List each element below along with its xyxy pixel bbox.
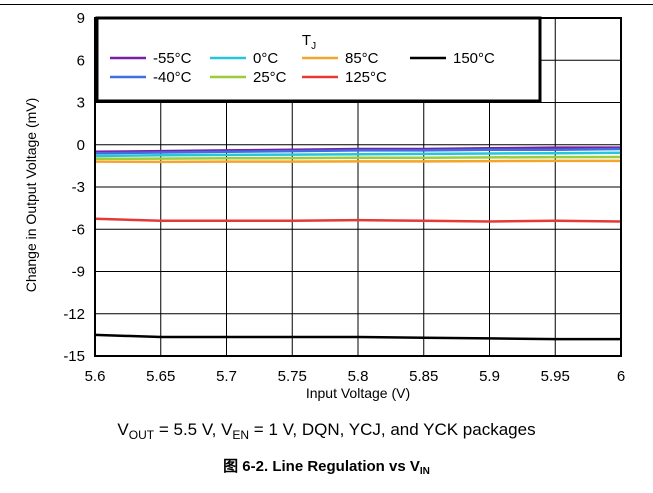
test-conditions: VOUT = 5.5 V, VEN = 1 V, DQN, YCJ, and Y… [0, 419, 653, 441]
caption-sub: IN [419, 466, 430, 477]
legend-label: -55°C [153, 50, 192, 67]
top-rule [0, 4, 653, 5]
y-tick-label: 6 [77, 52, 85, 69]
y-tick-label: 0 [77, 137, 85, 154]
conditions-vout: V [117, 420, 129, 439]
y-tick-label: -9 [72, 264, 85, 281]
conditions-ven-sub: EN [232, 428, 250, 442]
legend-label: 125°C [345, 69, 387, 86]
legend-label: 150°C [453, 50, 495, 67]
x-tick-label: 5.75 [278, 368, 307, 385]
caption-text: 图 6-2. Line Regulation vs V [223, 458, 420, 475]
y-tick-label: 3 [77, 95, 85, 112]
legend-label: 25°C [253, 69, 287, 86]
x-tick-label: 5.7 [216, 368, 237, 385]
x-tick-label: 5.65 [146, 368, 175, 385]
legend-title-sub: J [311, 41, 316, 52]
legend-title-main: T [302, 32, 311, 49]
legend-frame [95, 16, 542, 103]
series-line [94, 147, 622, 155]
conditions-rest: = 1 V, DQN, YCJ, and YCK packages [249, 420, 536, 439]
series-line [94, 151, 622, 158]
x-tick-label: 5.8 [348, 368, 369, 385]
series-line [94, 217, 622, 223]
x-tick-label: 6 [617, 368, 625, 385]
y-tick-label: 9 [77, 10, 85, 27]
legend: TJ -55°C 0°C 85°C 150°C -40°C 25°C 125°C [95, 16, 542, 103]
x-axis-label: Input Voltage (V) [306, 385, 410, 401]
legend-label: 0°C [253, 50, 278, 67]
legend-label: 85°C [345, 50, 379, 67]
line-chart: 5.6 5.65 5.7 5.75 5.8 5.85 5.9 5.95 6 9 6 3 0 -3 -6 -9 -… [23, 10, 625, 401]
legend-label: -40°C [153, 69, 192, 86]
series-line [94, 333, 621, 341]
conditions-vout-sub: OUT [128, 428, 155, 442]
x-tick-label: 5.6 [85, 368, 106, 385]
y-axis-label: Change in Output Voltage (mV) [23, 98, 39, 293]
y-tick-label: -12 [63, 306, 85, 323]
series-lines [94, 146, 622, 341]
ticks: 5.6 5.65 5.7 5.75 5.8 5.85 5.9 5.95 6 9 6 3 0 -3 -6 -9 -… [63, 10, 625, 385]
legend-items: -55°C 0°C 85°C 150°C -40°C 25°C 125°C [110, 50, 495, 86]
x-tick-label: 5.85 [409, 368, 438, 385]
figure-caption: 图 6-2. Line Regulation vs VIN [0, 457, 653, 477]
legend-title: TJ [302, 32, 316, 52]
conditions-ven: = 5.5 V, V [154, 420, 233, 439]
y-tick-label: -15 [63, 348, 85, 365]
x-tick-label: 5.95 [541, 368, 570, 385]
x-tick-label: 5.9 [479, 368, 500, 385]
y-tick-label: -3 [72, 179, 85, 196]
series-line [94, 155, 622, 161]
y-tick-label: -6 [72, 221, 85, 238]
series-line [94, 146, 621, 154]
series-line [94, 159, 621, 164]
